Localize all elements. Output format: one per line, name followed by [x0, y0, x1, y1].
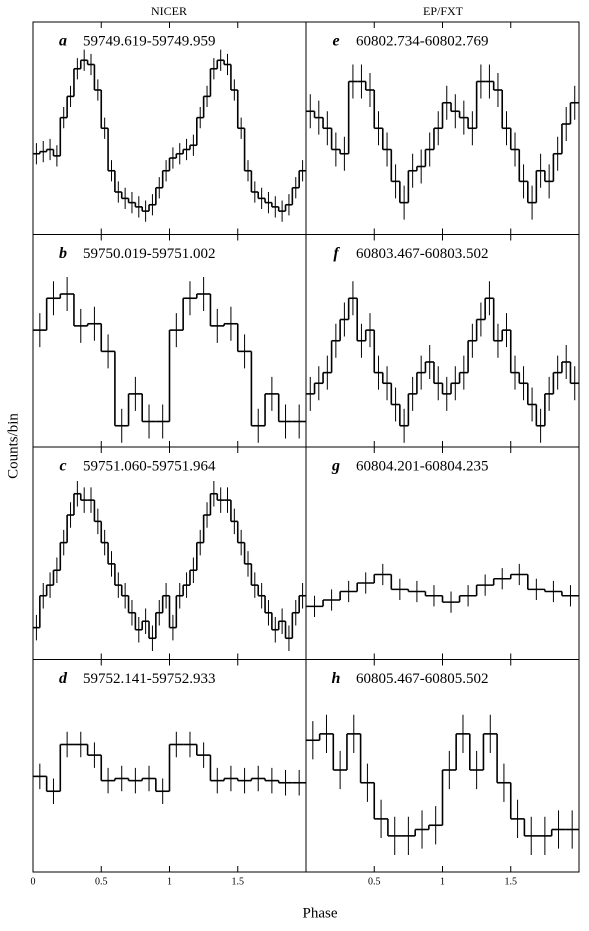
panel-letter: b — [59, 245, 67, 262]
y-axis-label: Counts/bin — [5, 413, 21, 479]
step-connector — [45, 744, 280, 792]
x-tick-label: 0 — [31, 876, 36, 887]
panel-letter: f — [333, 245, 340, 262]
panel-title: 59749.619-59749.959 — [83, 33, 216, 49]
x-axis-label: Phase — [303, 905, 338, 921]
panel-title: 60803.467-60803.502 — [356, 246, 489, 262]
column-title: EP/FXT — [423, 4, 464, 18]
panel-title: 59752.141-59752.933 — [83, 671, 216, 687]
panel-letter: e — [332, 33, 339, 50]
panel-letter: c — [59, 458, 66, 475]
panel-letter: g — [331, 458, 340, 475]
x-tick-label: 1.5 — [505, 876, 518, 887]
x-tick-label: 1 — [440, 876, 445, 887]
panel-title: 59751.060-59751.964 — [83, 458, 216, 474]
panel-title: 59750.019-59751.002 — [83, 246, 216, 262]
panel-frame — [305, 446, 580, 660]
panel-letter: a — [59, 33, 67, 50]
panel-title: 60805.467-60805.502 — [356, 671, 489, 687]
panel-frame — [305, 234, 580, 448]
x-tick-label: 0.5 — [368, 876, 381, 887]
x-tick-label: 1 — [167, 876, 172, 887]
step-connector — [318, 733, 553, 836]
x-tick-label: 1.5 — [232, 876, 245, 887]
step-connector — [322, 574, 563, 607]
panel-letter: h — [332, 670, 341, 687]
step-connector — [45, 294, 280, 426]
step-connector — [313, 298, 572, 426]
step-connector — [313, 81, 572, 203]
panel-title: 60802.734-60802.769 — [356, 33, 489, 49]
step-connector — [39, 493, 300, 639]
x-tick-label: 0.5 — [95, 876, 108, 887]
step-connector — [39, 60, 300, 212]
panel-letter: d — [59, 670, 68, 687]
panel-title: 60804.201-60804.235 — [356, 458, 489, 474]
column-title: NICER — [151, 4, 187, 18]
